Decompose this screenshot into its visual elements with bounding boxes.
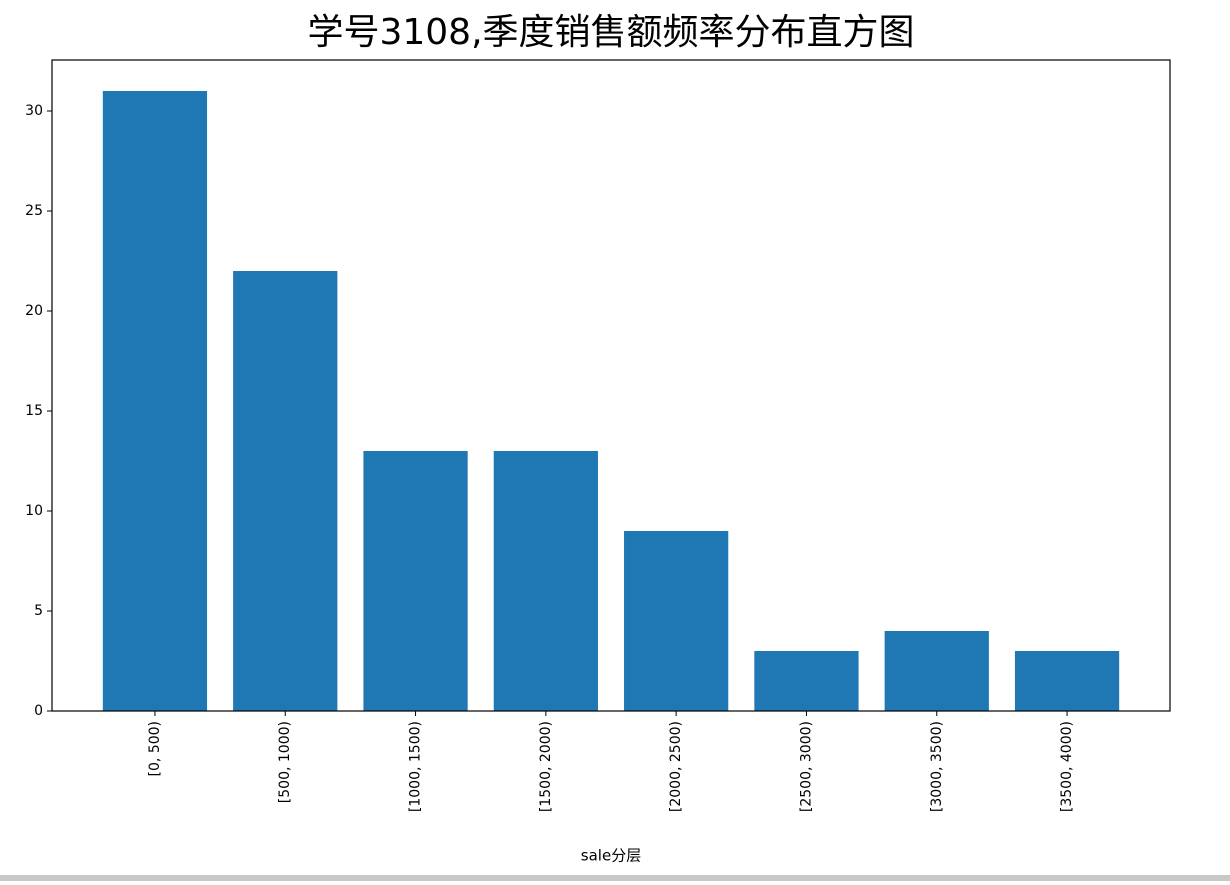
bar xyxy=(233,271,338,711)
y-tick-label: 0 xyxy=(34,703,43,719)
x-axis-label: sale分层 xyxy=(581,847,641,865)
x-tick-label: [2000, 2500) xyxy=(668,721,684,812)
bar xyxy=(493,451,598,711)
bar xyxy=(1014,651,1120,711)
bar xyxy=(884,631,989,711)
y-tick-label: 25 xyxy=(25,203,43,219)
bar xyxy=(363,451,468,711)
y-tick-label: 10 xyxy=(25,503,43,519)
bar xyxy=(102,91,208,711)
bar xyxy=(624,531,729,711)
plot-frame xyxy=(51,59,1171,712)
x-tick-label: [3000, 3500) xyxy=(929,721,945,812)
y-tick-label: 30 xyxy=(25,103,43,119)
x-tick-label: [500, 1000) xyxy=(277,721,293,803)
x-tick-label: [1500, 2000) xyxy=(538,721,554,812)
y-tick-label: 5 xyxy=(34,603,43,619)
y-tick-label: 15 xyxy=(25,403,43,419)
bar xyxy=(754,651,859,711)
bottom-bar xyxy=(0,875,1230,881)
x-tick-label: [3500, 4000) xyxy=(1059,721,1075,812)
x-tick-label: [2500, 3000) xyxy=(798,721,814,812)
chart-title: 学号3108,季度销售额频率分布直方图 xyxy=(307,12,914,53)
x-tick-label: [1000, 1500) xyxy=(408,721,424,812)
y-tick-label: 20 xyxy=(25,303,43,319)
x-tick-label: [0, 500) xyxy=(147,721,163,776)
